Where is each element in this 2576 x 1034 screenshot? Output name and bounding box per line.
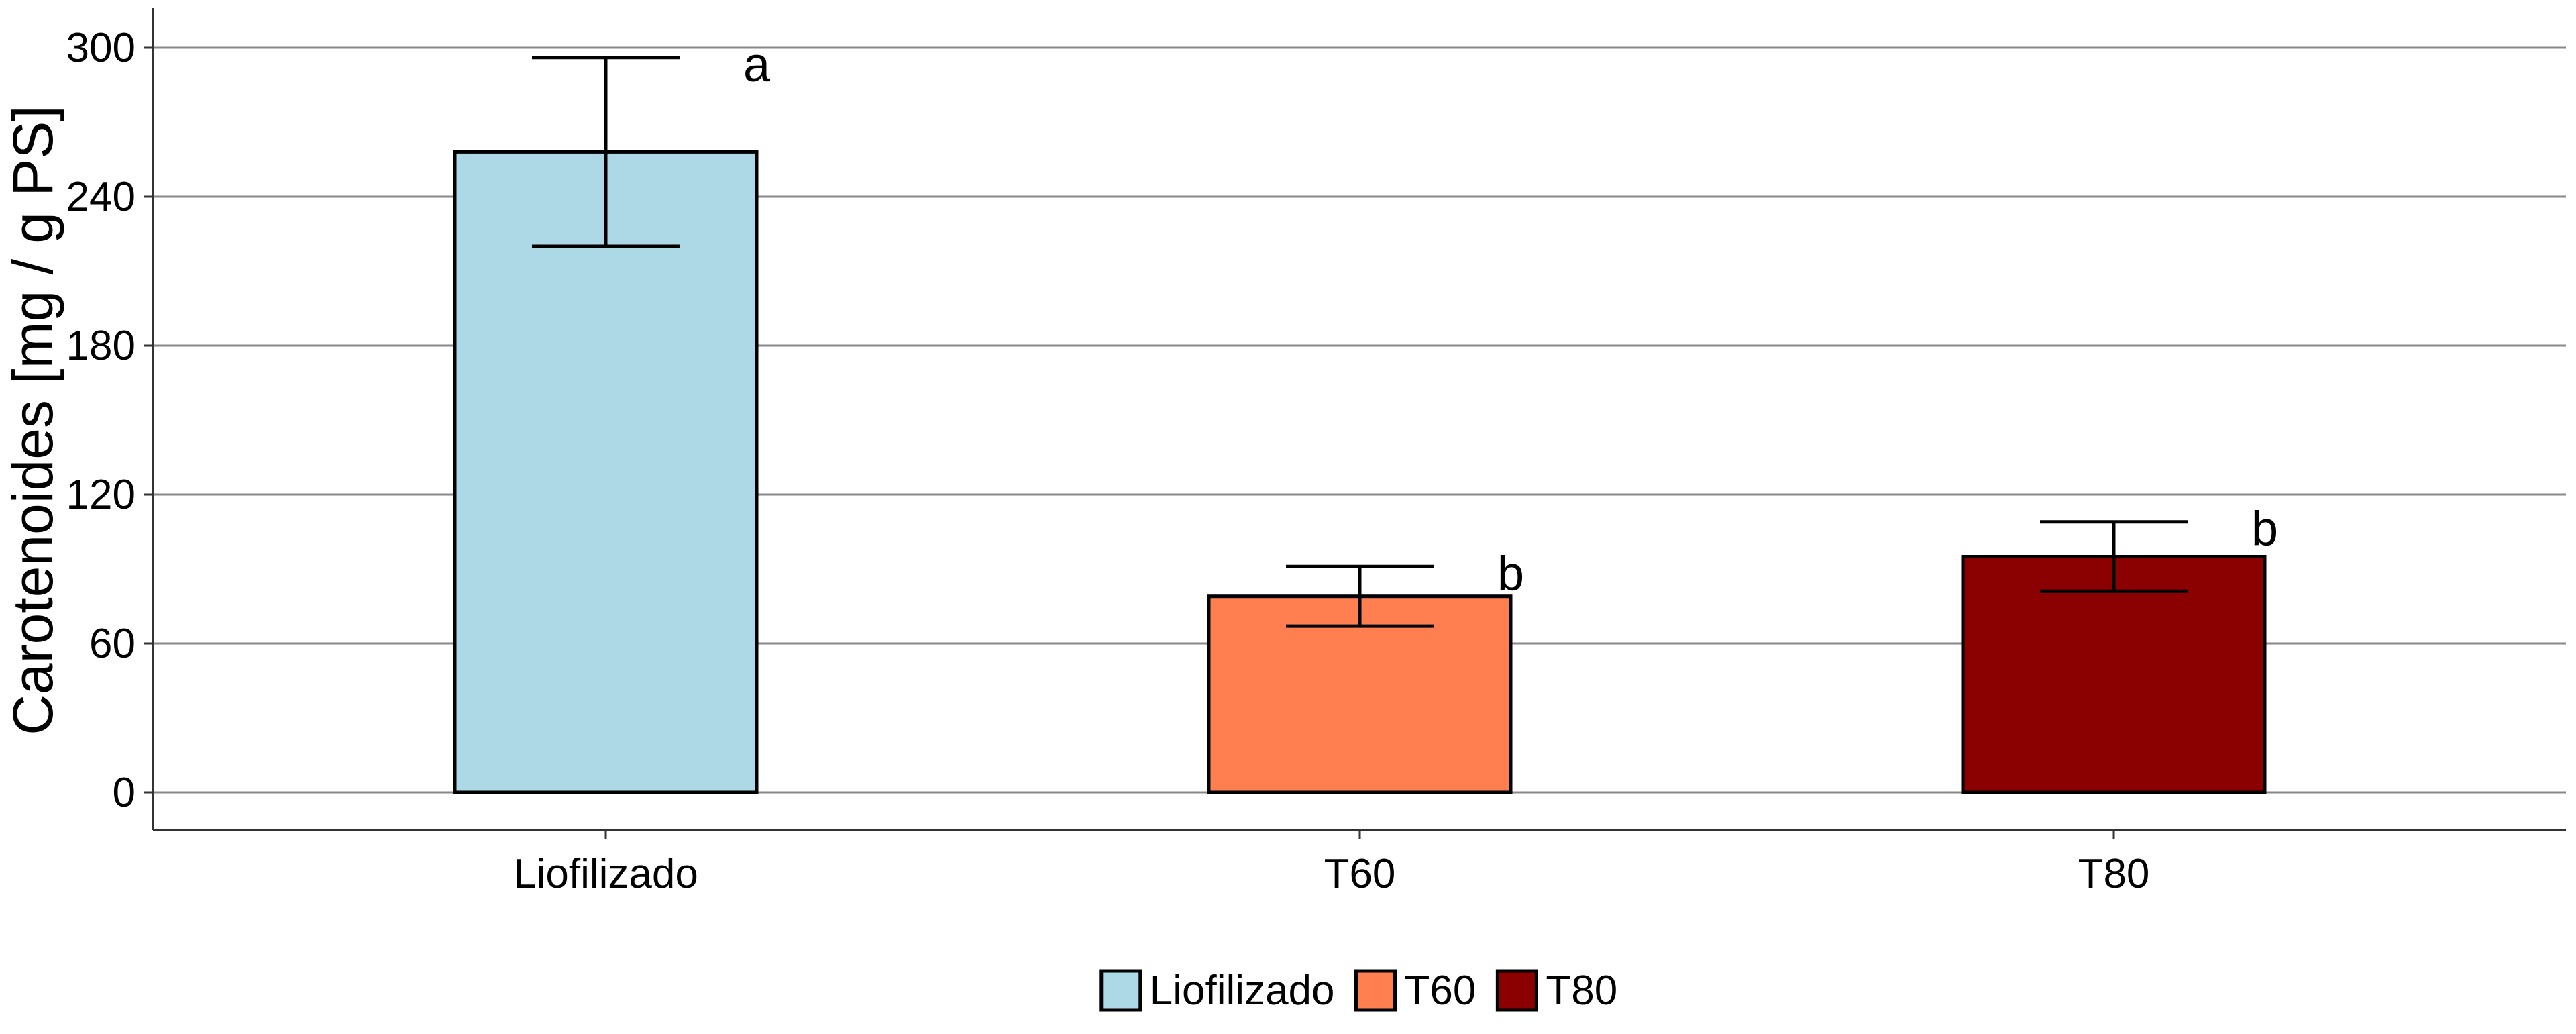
y-tick-label-60: 60 xyxy=(89,621,136,667)
significance-label-t80: b xyxy=(2251,503,2278,556)
legend-label-t60: T60 xyxy=(1405,968,1477,1014)
legend-key-liofilizado xyxy=(1099,969,1142,1012)
y-axis-label: Carotenoides [mg / g PS] xyxy=(1,105,64,735)
bar-t80 xyxy=(1961,555,2267,794)
y-tick-label-300: 300 xyxy=(66,25,136,71)
error-bars xyxy=(532,56,2188,628)
significance-label-t60: b xyxy=(1497,547,1524,601)
y-tick-label-120: 120 xyxy=(66,472,136,518)
y-tick-label-180: 180 xyxy=(66,323,136,369)
x-tick-label-t80: T80 xyxy=(2078,851,2150,897)
bars xyxy=(453,150,2267,794)
legend-key-t80 xyxy=(1495,969,1538,1012)
bar-t60 xyxy=(1207,594,1513,794)
y-tick-label-240: 240 xyxy=(66,174,136,220)
significance-label-liofilizado: a xyxy=(743,38,771,92)
bar-liofilizado xyxy=(453,150,759,794)
x-tick-label-liofilizado: Liofilizado xyxy=(513,851,698,897)
labels: Liofilizado a T60 b T80 b xyxy=(513,38,2278,897)
legend-label-t80: T80 xyxy=(1546,968,1617,1014)
x-tick-label-t60: T60 xyxy=(1324,851,1396,897)
legend-key-t60 xyxy=(1354,969,1397,1012)
legend-label-liofilizado: Liofilizado xyxy=(1150,968,1335,1014)
y-tick-label-0: 0 xyxy=(113,770,136,816)
legend: Liofilizado T60 T80 xyxy=(1099,968,1617,1014)
